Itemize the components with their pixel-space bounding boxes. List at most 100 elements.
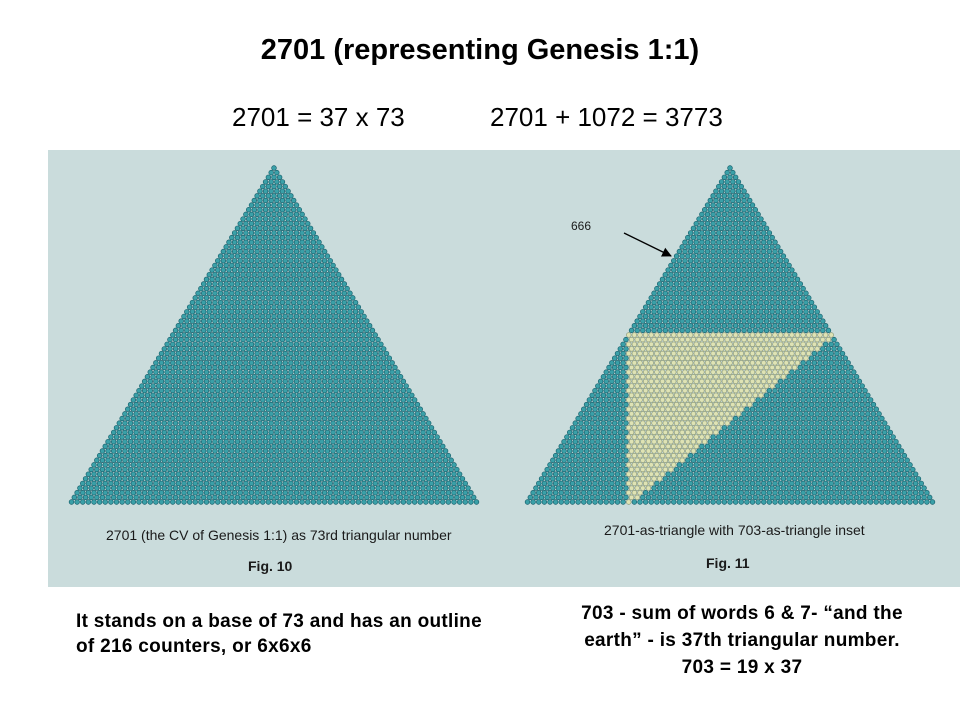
- counter: [822, 378, 829, 385]
- counter: [198, 295, 204, 301]
- inset-counter: [716, 415, 722, 422]
- counter: [282, 360, 288, 366]
- counter: [820, 429, 826, 436]
- counter: [94, 457, 100, 463]
- counter: [350, 406, 356, 412]
- counter: [335, 457, 342, 463]
- counter: [420, 420, 426, 426]
- inset-counter: [662, 401, 669, 408]
- counter: [620, 397, 626, 403]
- inset-counter: [738, 350, 744, 357]
- counter: [184, 364, 190, 371]
- counter: [127, 485, 134, 491]
- counter: [302, 420, 308, 426]
- counter: [578, 448, 584, 454]
- counter: [724, 309, 730, 315]
- counter: [240, 476, 246, 482]
- counter: [583, 411, 590, 417]
- counter: [209, 415, 215, 422]
- counter: [335, 327, 342, 334]
- inset-counter: [671, 452, 677, 459]
- counter: [352, 429, 359, 436]
- counter: [150, 457, 156, 463]
- counter: [254, 258, 260, 264]
- counter: [274, 234, 280, 241]
- counter: [350, 499, 356, 505]
- counter: [307, 309, 314, 315]
- counter: [290, 420, 297, 426]
- counter: [274, 383, 280, 389]
- counter: [575, 425, 581, 431]
- counter: [671, 285, 677, 292]
- counter: [333, 323, 339, 329]
- counter: [575, 434, 581, 440]
- counter: [780, 401, 787, 408]
- counter: [245, 485, 252, 491]
- counter: [200, 364, 207, 371]
- counter: [243, 313, 249, 320]
- counter: [364, 392, 370, 399]
- inset-counter: [634, 346, 640, 352]
- counter: [307, 253, 314, 259]
- counter: [738, 276, 744, 283]
- counter: [786, 271, 792, 278]
- counter: [859, 429, 865, 436]
- counter: [738, 230, 744, 236]
- counter: [428, 462, 435, 468]
- counter: [80, 480, 86, 487]
- counter: [659, 276, 666, 283]
- inset-counter: [741, 401, 747, 408]
- counter: [341, 355, 348, 361]
- counter: [257, 485, 263, 491]
- counter: [265, 350, 272, 357]
- counter: [344, 462, 350, 468]
- counter: [212, 318, 218, 324]
- counter: [713, 466, 719, 473]
- counter: [170, 480, 176, 487]
- counter: [327, 295, 333, 301]
- counter: [614, 452, 621, 459]
- counter: [341, 485, 348, 491]
- counter: [755, 258, 761, 264]
- inset-counter: [721, 415, 728, 422]
- inset-counter: [665, 369, 671, 375]
- counter: [578, 466, 584, 473]
- inset-counter: [687, 406, 694, 412]
- counter: [389, 480, 395, 487]
- counter: [673, 253, 680, 259]
- counter: [375, 401, 381, 408]
- counter: [744, 202, 750, 208]
- counter: [274, 197, 280, 204]
- counter: [189, 364, 196, 371]
- counter: [791, 411, 798, 417]
- counter: [150, 374, 156, 380]
- inset-counter: [654, 462, 660, 468]
- counter: [679, 281, 685, 287]
- counter: [271, 443, 277, 450]
- counter: [879, 471, 885, 477]
- counter: [451, 462, 457, 468]
- counter: [265, 434, 272, 440]
- counter: [175, 350, 182, 357]
- counter: [243, 434, 249, 440]
- counter: [789, 425, 795, 431]
- counter: [175, 387, 182, 394]
- counter: [257, 392, 263, 399]
- counter: [330, 290, 336, 296]
- counter: [355, 434, 362, 440]
- counter: [172, 364, 179, 371]
- counter: [223, 448, 229, 454]
- counter: [724, 216, 730, 222]
- inset-counter: [673, 429, 680, 436]
- counter: [175, 360, 182, 366]
- counter: [220, 369, 227, 375]
- counter: [425, 476, 432, 482]
- counter: [437, 476, 443, 482]
- counter: [265, 248, 272, 255]
- counter: [161, 420, 168, 426]
- counter: [752, 262, 759, 269]
- counter: [307, 448, 314, 454]
- inset-counter: [648, 387, 654, 394]
- inset-counter: [673, 355, 680, 361]
- counter: [310, 323, 317, 329]
